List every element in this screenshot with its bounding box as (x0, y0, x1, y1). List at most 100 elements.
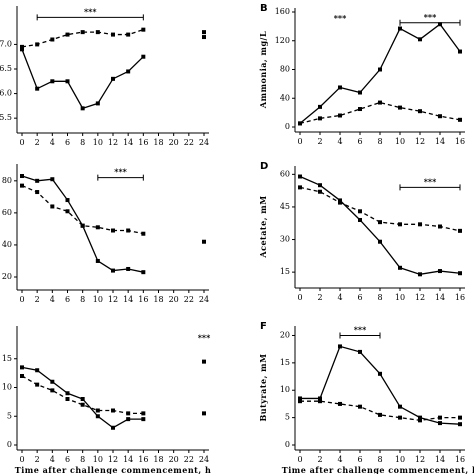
y-axis-label: Butyrate, mM (258, 354, 268, 422)
data-point (20, 374, 24, 378)
data-point (318, 116, 322, 121)
y-tick-label: 120 (275, 36, 290, 45)
data-point (458, 422, 462, 427)
data-point (111, 268, 115, 273)
data-point (398, 265, 402, 270)
y-tick-label: 7.0 (0, 39, 12, 48)
data-point (378, 220, 382, 225)
x-tick-label: 20 (169, 295, 179, 304)
x-tick-label: 12 (108, 455, 118, 464)
x-tick-label: 8 (80, 138, 85, 147)
x-tick-label: 8 (80, 455, 85, 464)
data-point (20, 174, 24, 179)
data-point (378, 100, 382, 105)
data-point (338, 344, 342, 349)
data-point (458, 271, 462, 276)
data-point (418, 272, 422, 277)
data-point (438, 114, 442, 119)
data-point (141, 54, 146, 59)
significance-label: *** (354, 324, 367, 334)
data-point (418, 222, 422, 227)
data-point (338, 85, 342, 90)
x-tick-label: 0 (19, 295, 24, 304)
data-point (80, 402, 85, 407)
data-point (318, 396, 322, 401)
data-point (318, 189, 322, 194)
data-point (65, 79, 70, 84)
x-tick-label: 6 (357, 293, 362, 302)
x-tick-label: 6 (65, 138, 70, 147)
data-point (202, 35, 206, 40)
data-point (358, 404, 362, 409)
data-point (126, 417, 131, 422)
data-point (126, 69, 131, 74)
data-point (398, 404, 402, 409)
x-axis-label: Time after challenge commencement, h (282, 465, 474, 474)
data-point (318, 104, 322, 109)
data-point (438, 269, 442, 274)
x-tick-label: 6 (357, 455, 362, 464)
x-tick-label: 2 (317, 137, 322, 146)
y-tick-label: 30 (280, 235, 290, 244)
data-point (141, 417, 146, 422)
y-axis-label: Ammonia, mg/L (258, 31, 268, 109)
data-point (20, 47, 24, 52)
x-tick-label: 14 (123, 138, 133, 147)
x-tick-label: 2 (35, 455, 40, 464)
x-tick-label: 20 (169, 455, 179, 464)
x-tick-label: 2 (317, 455, 322, 464)
x-tick-label: 0 (297, 293, 302, 302)
y-tick-label: 20 (2, 272, 12, 281)
data-point (438, 224, 442, 229)
data-point (95, 30, 100, 35)
series-line (300, 345, 461, 425)
x-tick-label: 6 (65, 295, 70, 304)
data-point (65, 198, 70, 203)
data-point (20, 183, 24, 188)
data-point (338, 200, 342, 205)
x-tick-label: 12 (415, 293, 425, 302)
data-point (438, 421, 442, 426)
y-tick-label: 0 (7, 440, 12, 449)
data-point (141, 270, 146, 275)
y-tick-label: 60 (2, 208, 12, 217)
data-point (141, 27, 146, 32)
data-point (80, 397, 85, 401)
series-line (299, 101, 461, 125)
y-tick-label: 5 (285, 413, 290, 422)
x-tick-label: 20 (169, 138, 179, 147)
data-point (398, 105, 402, 110)
data-point (50, 177, 55, 182)
significance-bar (339, 332, 381, 339)
x-tick-label: 0 (19, 138, 24, 147)
data-point (298, 174, 302, 179)
x-tick-label: 14 (435, 137, 445, 146)
data-point (35, 86, 40, 91)
data-point (65, 209, 70, 214)
panel-label: F (260, 321, 267, 332)
x-tick-label: 4 (50, 138, 55, 147)
x-tick-label: 12 (415, 455, 425, 464)
data-point (378, 371, 382, 376)
y-tick-label: 6.0 (0, 89, 12, 98)
significance-bar (36, 14, 144, 21)
y-tick-label: 20 (280, 330, 290, 339)
x-tick-label: 16 (455, 455, 465, 464)
x-tick-label: 4 (50, 455, 55, 464)
y-tick-label: 0 (285, 440, 290, 449)
x-tick-label: 10 (395, 137, 405, 146)
significance-label: *** (114, 167, 127, 177)
data-point (378, 67, 382, 72)
x-tick-label: 12 (415, 137, 425, 146)
series-line (300, 400, 460, 422)
x-tick-label: 0 (297, 455, 302, 464)
x-tick-label: 22 (184, 455, 194, 464)
significance-label: *** (334, 13, 347, 23)
data-point (202, 239, 206, 244)
x-tick-label: 22 (184, 295, 194, 304)
data-point (95, 258, 100, 263)
x-tick-label: 24 (199, 295, 209, 304)
y-tick-label: 45 (280, 202, 290, 211)
x-tick-label: 18 (153, 138, 163, 147)
